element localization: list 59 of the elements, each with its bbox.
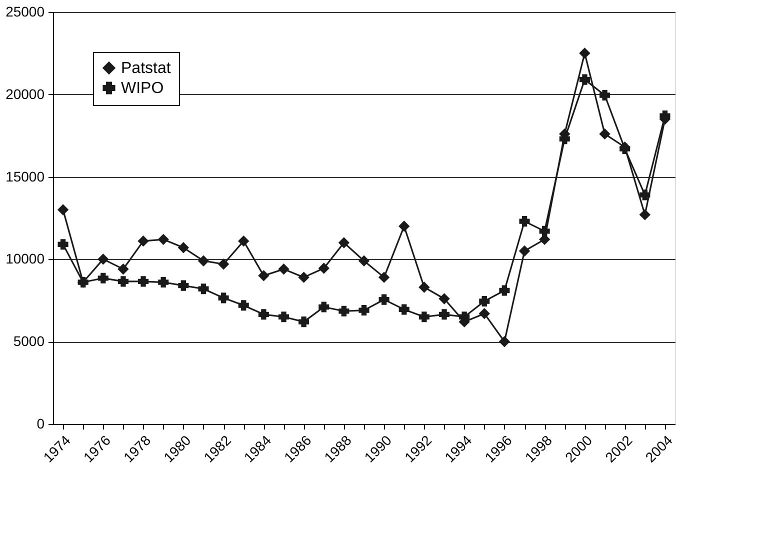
point (418, 282, 430, 292)
point (600, 128, 610, 140)
point (398, 304, 410, 315)
point (519, 246, 530, 256)
point (218, 258, 229, 270)
point (640, 190, 650, 200)
point (258, 309, 269, 320)
point (98, 272, 108, 284)
point (158, 277, 169, 288)
point (579, 74, 590, 85)
point (218, 292, 229, 304)
point (138, 236, 149, 246)
point (198, 284, 209, 294)
y-tick-label: 20000 (6, 86, 45, 102)
point (338, 237, 350, 248)
point (519, 216, 530, 227)
point (499, 336, 510, 347)
point (318, 262, 330, 274)
point (178, 280, 189, 291)
point (600, 90, 610, 100)
point (58, 204, 68, 216)
point (398, 220, 410, 232)
y-tick-label: 10000 (6, 250, 45, 267)
point (158, 234, 169, 245)
point (640, 209, 650, 220)
point (438, 309, 450, 320)
point (358, 256, 370, 266)
point (378, 294, 390, 305)
point (298, 272, 310, 283)
point (378, 272, 390, 283)
point (479, 296, 490, 306)
point (579, 48, 590, 58)
point (338, 306, 350, 316)
point (118, 264, 128, 274)
y-tick-label: 15000 (6, 168, 45, 184)
point (438, 293, 450, 304)
point (98, 254, 108, 264)
point (318, 302, 330, 312)
y-tick-label: 25000 (6, 4, 45, 20)
point (258, 270, 269, 281)
point (178, 242, 189, 253)
y-tick-label: 5000 (13, 333, 45, 350)
point (278, 312, 290, 322)
point (499, 285, 510, 296)
legend-label: Patstat (121, 60, 172, 77)
point (479, 308, 490, 319)
y-tick-label: 0 (36, 416, 45, 432)
point (118, 276, 128, 287)
point (298, 316, 310, 328)
point (278, 264, 290, 274)
point (138, 276, 149, 287)
point (418, 312, 430, 322)
legend-label: WIPO (121, 80, 164, 97)
point (198, 256, 209, 266)
point (358, 305, 370, 316)
point (539, 226, 550, 236)
point (238, 236, 249, 246)
point (58, 239, 68, 250)
point (238, 300, 249, 311)
